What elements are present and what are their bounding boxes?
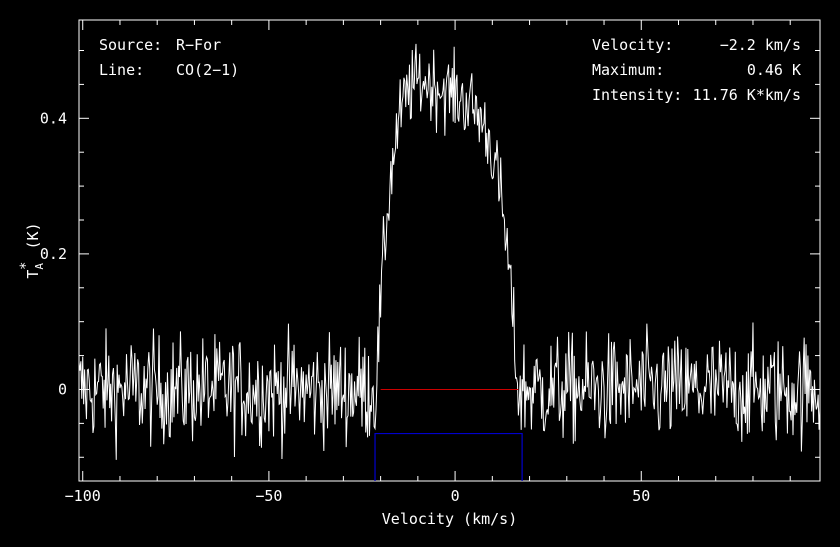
info-key: Velocity: xyxy=(592,36,673,54)
y-tick-label: 0.2 xyxy=(40,245,67,263)
y-tick-label: 0.4 xyxy=(40,109,67,127)
info-value: CO(2−1) xyxy=(176,61,239,79)
info-key: Intensity: xyxy=(592,86,682,104)
spectrum-line xyxy=(78,43,821,460)
info-key: Source: xyxy=(99,36,162,54)
info-value: R−For xyxy=(176,36,221,54)
y-axis-label-text: TA* (K) xyxy=(18,222,46,278)
x-tick-label: −100 xyxy=(65,487,101,505)
info-value: 0.46 K xyxy=(747,61,801,79)
info-key: Maximum: xyxy=(592,61,664,79)
y-axis-label: TA* (K) xyxy=(18,222,46,278)
fit-info: Velocity: −2.2 km/s Maximum: 0.46 K Intensit… xyxy=(592,36,801,104)
x-tick-label: −50 xyxy=(255,487,282,505)
info-value: 11.76 K*km/s xyxy=(693,86,801,104)
source-info: Source: R−For Line: CO(2−1) xyxy=(99,36,239,79)
info-key: Line: xyxy=(99,61,144,79)
tick-labels: −100 −50 0 50 0 0.2 0.4 xyxy=(40,109,650,505)
x-tick-label: 0 xyxy=(451,487,460,505)
y-tick-label: 0 xyxy=(58,380,67,398)
velocity-window-box xyxy=(374,432,523,481)
info-value: −2.2 km/s xyxy=(720,36,801,54)
x-tick-label: 50 xyxy=(632,487,650,505)
x-axis-label: Velocity (km/s) xyxy=(382,510,517,528)
plot-frame xyxy=(78,19,821,482)
